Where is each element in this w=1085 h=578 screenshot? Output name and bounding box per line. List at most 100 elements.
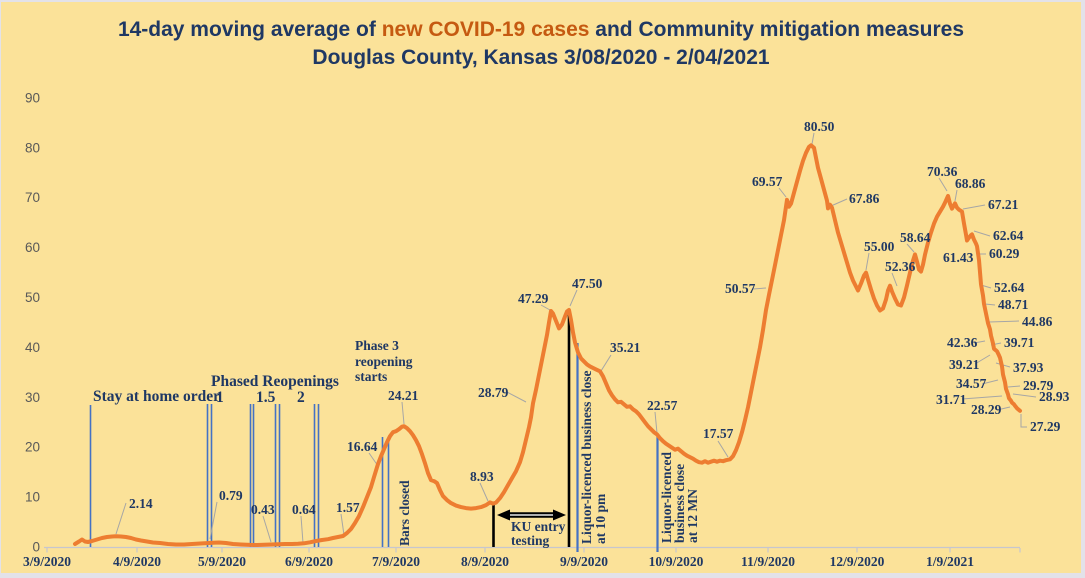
leader-line — [340, 513, 345, 536]
leader-line — [973, 340, 986, 344]
point-label: 58.64 — [900, 230, 931, 245]
leader-line — [717, 440, 729, 458]
y-axis-tick-label: 10 — [25, 490, 40, 505]
point-label: 0.79 — [219, 488, 243, 503]
ku-entry-label-line2: testing — [511, 533, 549, 548]
point-label: 16.64 — [347, 439, 378, 454]
liquor-12mn-label-line1: Liquor-licenced — [659, 452, 674, 543]
series-line — [73, 143, 1022, 547]
y-axis-tick-label: 70 — [25, 190, 40, 205]
point-label: 0.64 — [292, 502, 316, 517]
point-label: 55.00 — [864, 239, 895, 254]
series-group — [73, 143, 1022, 547]
leader-line — [1012, 393, 1037, 398]
leader-line — [906, 243, 915, 253]
point-label: 62.64 — [993, 228, 1024, 243]
liquor-10pm-label-line2: at 10 pm — [593, 493, 608, 544]
y-axis: 0 10 20 30 40 50 60 70 80 90 — [25, 90, 40, 554]
title-suffix: and Community mitigation measures — [589, 18, 965, 41]
point-label: 68.86 — [955, 176, 986, 191]
y-axis-tick-label: 20 — [25, 440, 40, 455]
phase-3-label-line2: reopening — [355, 354, 413, 369]
leader-line — [996, 406, 1011, 411]
point-label: 37.93 — [1013, 360, 1044, 375]
leader-line — [778, 187, 787, 198]
point-label: 29.79 — [1023, 378, 1054, 393]
point-label: 61.43 — [943, 250, 974, 265]
point-label: 1.57 — [336, 500, 360, 515]
point-label: 17.57 — [703, 426, 734, 441]
annotation-texts: Stay at home order Phased Reopenings 1 1… — [93, 338, 700, 548]
point-label: 52.64 — [994, 280, 1025, 295]
x-axis-tick-label: 3/9/2020 — [23, 554, 71, 569]
chart-title: 14-day moving average of new COVID-19 ca… — [1, 16, 1081, 44]
leader-line — [962, 204, 986, 210]
phase-2-label: 2 — [297, 389, 305, 406]
leader-line — [115, 502, 127, 535]
point-label: 47.50 — [572, 276, 603, 291]
point-label: 34.57 — [956, 376, 987, 391]
leader-line — [865, 252, 870, 271]
point-label: 27.29 — [1030, 419, 1061, 434]
leader-line — [752, 287, 767, 290]
leader-line — [540, 304, 551, 311]
phased-reopenings-label: Phased Reopenings — [211, 373, 339, 390]
point-label: 42.36 — [947, 335, 978, 350]
leader-line — [506, 391, 527, 403]
point-label: 0.43 — [251, 502, 275, 517]
x-axis-tick-label: 5/9/2020 — [198, 554, 246, 569]
liquor-12mn-label-line2: business close — [672, 464, 687, 543]
point-label: 80.50 — [804, 119, 835, 134]
point-label: 47.29 — [518, 291, 549, 306]
leader-line — [479, 482, 489, 502]
event-lines — [89, 343, 659, 552]
x-axis-tick-label: 9/9/2020 — [560, 554, 608, 569]
y-axis-tick-label: 60 — [25, 240, 40, 255]
point-label: 52.36 — [885, 259, 916, 274]
leader-line — [300, 515, 304, 544]
x-axis-tick-label: 4/9/2020 — [113, 554, 161, 569]
leader-line — [811, 132, 815, 145]
bars-closed-label: Bars closed — [397, 480, 412, 546]
leader-line — [600, 354, 612, 372]
x-axis-tick-label: 6/9/2020 — [285, 554, 333, 569]
leader-lines — [115, 132, 1037, 544]
point-label: 44.86 — [1022, 314, 1053, 329]
point-label: 69.57 — [752, 174, 783, 189]
title-highlight: new COVID-19 cases — [381, 18, 590, 41]
y-axis-tick-label: 90 — [25, 90, 40, 105]
leader-line — [984, 303, 996, 306]
x-axis-tick-label: 7/9/2020 — [372, 554, 420, 569]
point-label: 50.57 — [725, 281, 756, 296]
y-axis-tick-label: 40 — [25, 340, 40, 355]
x-axis — [44, 546, 1021, 553]
x-axis-tick-label: 1/9/2021 — [926, 554, 974, 569]
point-label: 60.29 — [989, 246, 1020, 261]
liquor-12mn-label-line3: at 12 MN — [685, 489, 700, 543]
leader-line — [974, 354, 991, 365]
point-label: 22.57 — [647, 398, 678, 413]
leader-line — [891, 272, 898, 287]
leader-line — [209, 501, 218, 540]
point-label: 39.71 — [1004, 335, 1035, 350]
phase-3-label-line1: Phase 3 — [355, 338, 399, 353]
leader-line — [401, 401, 405, 425]
point-label: 70.36 — [927, 164, 958, 179]
leader-line — [569, 289, 578, 307]
liquor-10pm-label-line1: Liquor-licenced business close — [579, 370, 594, 544]
point-labels: 2.14 0.79 0.43 0.64 1.57 16.64 24.21 8.93 28.79 4… — [129, 119, 1070, 517]
leader-line — [988, 320, 1020, 323]
y-axis-tick-label: 50 — [25, 290, 40, 305]
double-arrow-icon — [497, 509, 566, 521]
point-label: 28.93 — [1039, 389, 1070, 404]
x-axis-tick-label: 12/9/2020 — [830, 554, 885, 569]
point-label: 67.86 — [849, 191, 880, 206]
y-axis-tick-label: 0 — [32, 540, 40, 555]
phase-1-label: 1 — [216, 389, 224, 406]
stay-at-home-label: Stay at home order — [93, 388, 220, 405]
y-axis-tick-label: 30 — [25, 390, 40, 405]
leader-line — [1020, 414, 1027, 428]
